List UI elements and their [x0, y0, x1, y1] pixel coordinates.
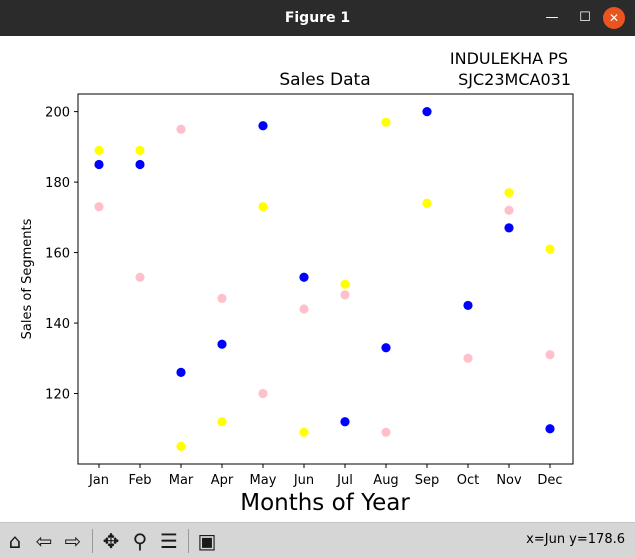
scatter-point[interactable] [94, 145, 104, 155]
scatter-point[interactable] [340, 417, 350, 427]
x-tick-label: Sep [415, 473, 440, 488]
x-tick-label: Dec [537, 473, 562, 488]
configure-subplots-icon[interactable]: ☰ [160, 529, 178, 553]
scatter-point[interactable] [504, 188, 514, 198]
window-title: Figure 1 [284, 10, 351, 26]
y-tick-label: 120 [45, 388, 70, 403]
scatter-point[interactable] [340, 290, 350, 300]
y-tick-label: 160 [45, 247, 70, 262]
scatter-point[interactable] [463, 353, 473, 363]
scatter-point[interactable] [176, 367, 186, 377]
scatter-point[interactable] [545, 244, 555, 254]
scatter-point[interactable] [463, 300, 473, 311]
scatter-point[interactable] [504, 205, 514, 215]
scatter-chart[interactable]: Jan Feb Mar Apr May Jun Jul Aug Sep Oct Nov Dec 120… [0, 36, 635, 522]
x-tick-label: Aug [373, 473, 398, 488]
back-arrow-icon[interactable]: ⇦ [35, 529, 53, 553]
y-tick-label: 140 [45, 317, 70, 332]
scatter-point[interactable] [422, 198, 432, 208]
window-titlebar: Figure 1 — ☐ ✕ [0, 0, 635, 36]
save-figure-icon[interactable]: ▣ [197, 529, 217, 553]
chart-title: Sales Data [279, 70, 370, 90]
navigation-toolbar: ⌂ ⇦ ⇨ ✥ ⚲ ☰ ▣ x=Jun y=178.6 [0, 522, 635, 558]
x-tick-label: Jun [293, 473, 314, 488]
maximize-icon[interactable]: ☐ [579, 10, 591, 25]
x-tick-label: Oct [457, 473, 479, 488]
figure-canvas[interactable]: Jan Feb Mar Apr May Jun Jul Aug Sep Oct Nov Dec 120… [0, 36, 635, 522]
x-tick-label: Jul [336, 473, 353, 488]
scatter-point[interactable] [258, 121, 268, 131]
scatter-point[interactable] [381, 343, 391, 353]
scatter-point[interactable] [94, 202, 104, 212]
x-tick-label: Mar [169, 473, 194, 488]
scatter-point[interactable] [299, 304, 309, 314]
scatter-point[interactable] [176, 124, 186, 134]
scatter-point[interactable] [135, 272, 145, 282]
scatter-point[interactable] [299, 272, 309, 282]
cursor-coordinates: x=Jun y=178.6 [526, 532, 625, 547]
scatter-point[interactable] [504, 223, 514, 233]
toolbar-separator [92, 529, 93, 553]
toolbar-separator [188, 529, 189, 553]
plot-frame [77, 93, 574, 465]
y-axis-label: Sales of Segments [20, 218, 35, 339]
x-axis-label: Months of Year [240, 490, 410, 516]
minimize-icon[interactable]: — [545, 10, 559, 25]
scatter-point[interactable] [381, 427, 391, 437]
home-icon[interactable]: ⌂ [8, 529, 22, 553]
forward-arrow-icon[interactable]: ⇨ [64, 529, 82, 553]
scatter-point[interactable] [258, 388, 268, 399]
scatter-point[interactable] [422, 107, 432, 117]
annotation-line-1: INDULEKHA PS [450, 49, 568, 68]
scatter-point[interactable] [381, 117, 391, 127]
annotation-line-2: SJC23MCA031 [458, 70, 571, 89]
zoom-magnifier-icon[interactable]: ⚲ [132, 529, 148, 553]
x-tick-label: Feb [128, 473, 151, 488]
y-tick-label: 180 [45, 176, 70, 191]
scatter-point[interactable] [217, 417, 227, 427]
x-tick-label: May [250, 473, 277, 488]
scatter-point[interactable] [545, 350, 555, 360]
pan-move-icon[interactable]: ✥ [102, 529, 120, 553]
x-tick-label: Jan [88, 473, 109, 488]
scatter-point[interactable] [176, 441, 186, 451]
scatter-point[interactable] [340, 279, 350, 289]
y-tick-label: 200 [45, 106, 70, 121]
scatter-point[interactable] [217, 339, 227, 349]
scatter-point[interactable] [135, 145, 145, 155]
scatter-point[interactable] [299, 427, 309, 437]
scatter-point[interactable] [258, 202, 268, 212]
x-tick-label: Apr [211, 473, 234, 488]
scatter-point[interactable] [135, 159, 145, 170]
scatter-point[interactable] [217, 293, 227, 303]
scatter-point[interactable] [545, 424, 555, 434]
scatter-point[interactable] [94, 159, 104, 170]
x-tick-label: Nov [496, 473, 522, 488]
close-icon[interactable]: ✕ [603, 7, 625, 29]
